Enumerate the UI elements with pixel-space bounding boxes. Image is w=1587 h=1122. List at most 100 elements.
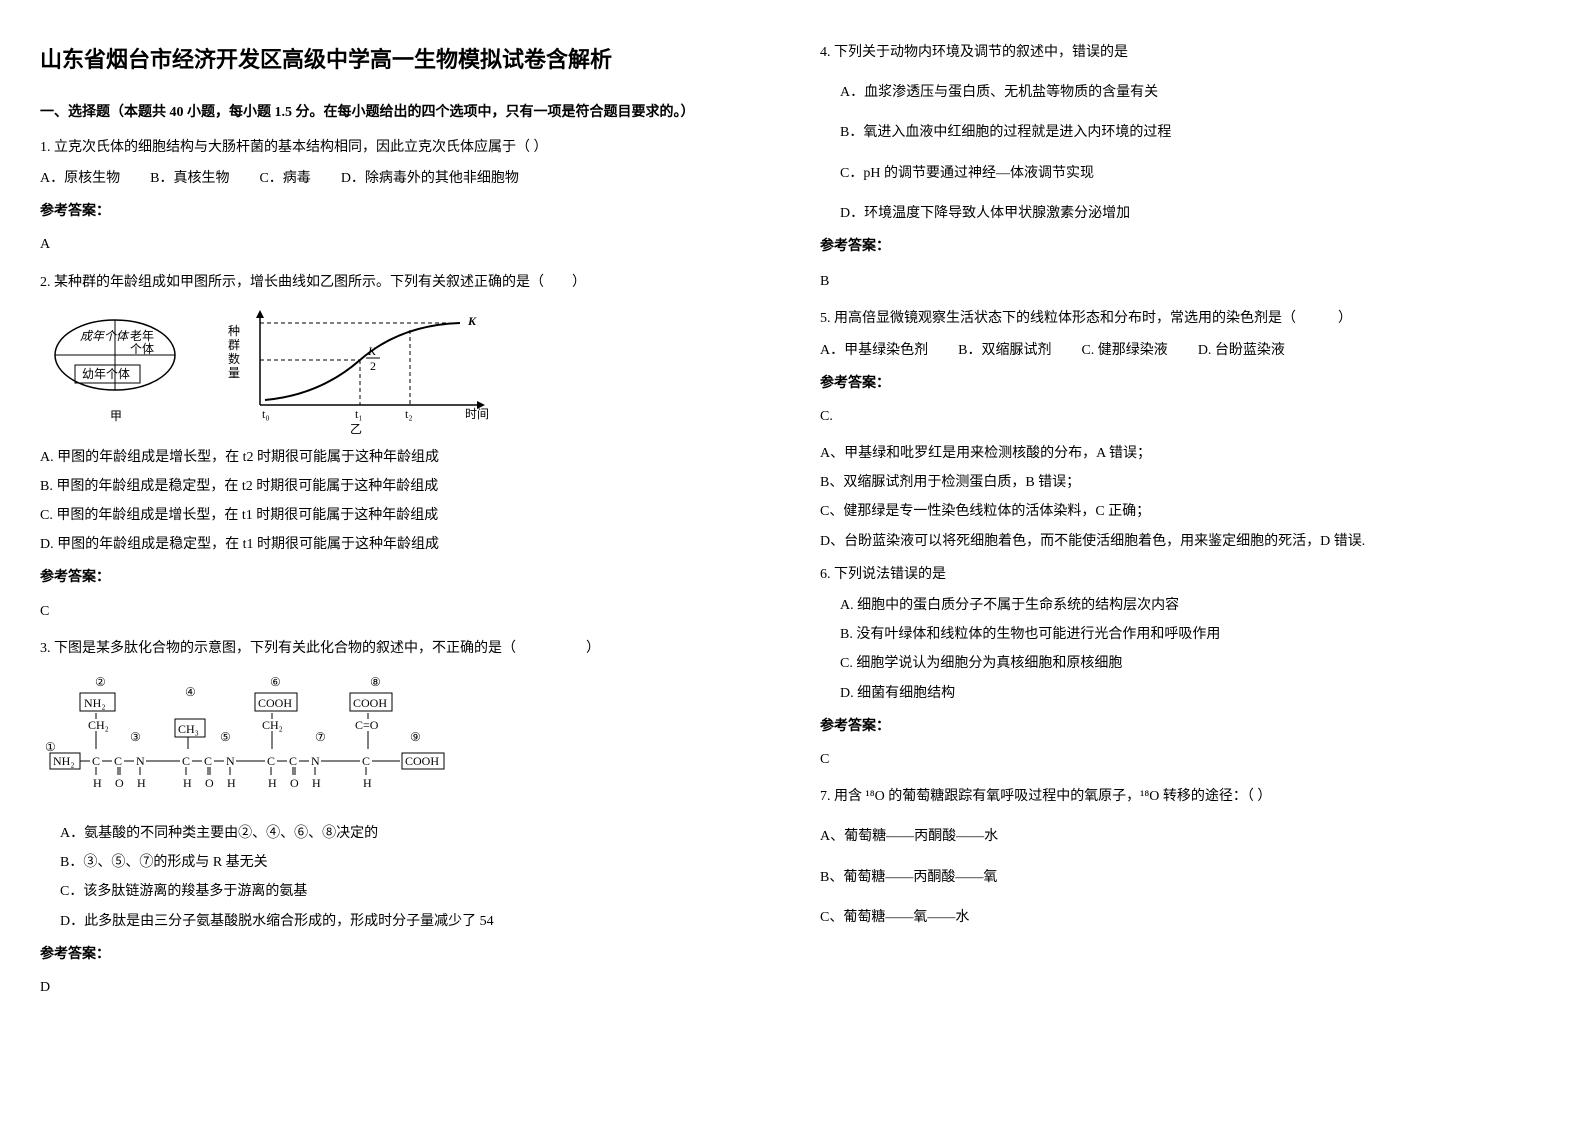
q4-text: 4. 下列关于动物内环境及调节的叙述中，错误的是	[820, 40, 1540, 65]
yi-yaxis2: 群	[228, 338, 240, 352]
q5-expB: B、双缩脲试剂用于检测蛋白质，B 错误；	[820, 470, 1540, 495]
question-2: 2. 某种群的年龄组成如甲图所示，增长曲线如乙图所示。下列有关叙述正确的是（ ）…	[40, 270, 760, 624]
q5-optB: B．双缩脲试剂	[958, 338, 1051, 363]
q3-optB: B．③、⑤、⑦的形成与 R 基无关	[40, 850, 760, 875]
q2-optB: B. 甲图的年龄组成是稳定型，在 t2 时期很可能属于这种年龄组成	[40, 474, 760, 499]
q7-optC: C、葡萄糖——氧——水	[820, 905, 1540, 930]
h5: H	[268, 776, 277, 790]
n7: ⑦	[315, 730, 326, 744]
q5-optA: A．甲基绿染色剂	[820, 338, 928, 363]
jia-young: 幼年个体	[82, 367, 130, 381]
q1-optC: C．病毒	[259, 166, 310, 191]
q2-text: 2. 某种群的年龄组成如甲图所示，增长曲线如乙图所示。下列有关叙述正确的是（ ）	[40, 270, 760, 295]
q3-optA: A．氨基酸的不同种类主要由②、④、⑥、⑧决定的	[40, 821, 760, 846]
section-header: 一、选择题（本题共 40 小题，每小题 1.5 分。在每小题给出的四个选项中，只…	[40, 100, 760, 125]
yi-yaxis3: 数	[228, 351, 240, 366]
o1System: O	[115, 776, 124, 790]
question-7: 7. 用含 ¹⁸O 的葡萄糖跟踪有氧呼吸过程中的氧原子，¹⁸O 转移的途径：（ …	[820, 784, 1540, 930]
q1-optB: B．真核生物	[150, 166, 229, 191]
nh2-2: NH₂	[53, 754, 75, 768]
q3-diagram: ② ④ ⑥ ⑧ ① ③ ⑤ ⑦ ⑨ NH₂ CH₂ CH₃	[40, 671, 760, 811]
n4: ④	[185, 685, 196, 699]
yi-t0: t₀	[262, 407, 270, 421]
q5-expA: A、甲基绿和吡罗红是用来检测核酸的分布，A 错误；	[820, 441, 1540, 466]
question-3: 3. 下图是某多肽化合物的示意图，下列有关此化合物的叙述中，不正确的是（ ） ②…	[40, 636, 760, 1000]
q3-optD: D．此多肽是由三分子氨基酸脱水缩合形成的，形成时分子量减少了 54	[40, 909, 760, 934]
diagram-yi: 种 群 数 量 K K 2 t₀ t₁ t₂ 时间 乙	[220, 305, 500, 435]
n-1: N	[136, 754, 145, 768]
q1-answer: A	[40, 232, 760, 257]
yi-yaxis4: 量	[228, 366, 240, 380]
q1-options: A．原核生物 B．真核生物 C．病毒 D．除病毒外的其他非细胞物	[40, 166, 760, 191]
yi-k2b: 2	[370, 359, 376, 373]
q5-options: A．甲基绿染色剂 B．双缩脲试剂 C. 健那绿染液 D. 台盼蓝染液	[820, 338, 1540, 363]
q1-text: 1. 立克次氏体的细胞结构与大肠杆菌的基本结构相同，因此立克次氏体应属于（ ）	[40, 135, 760, 160]
page-title: 山东省烟台市经济开发区高级中学高一生物模拟试卷含解析	[40, 40, 760, 80]
n9: ⑨	[410, 730, 421, 744]
q1-optD: D．除病毒外的其他非细胞物	[341, 166, 519, 191]
n-2: N	[226, 754, 235, 768]
q6-answer: C	[820, 747, 1540, 772]
q2-optC: C. 甲图的年龄组成是增长型，在 t1 时期很可能属于这种年龄组成	[40, 503, 760, 528]
q4-optA: A．血浆渗透压与蛋白质、无机盐等物质的含量有关	[820, 80, 1540, 105]
q6-optC: C. 细胞学说认为细胞分为真核细胞和原核细胞	[820, 651, 1540, 676]
n1: ①	[45, 740, 56, 754]
q4-optB: B．氧进入血液中红细胞的过程就是进入内环境的过程	[820, 120, 1540, 145]
q6-answer-label: 参考答案：	[820, 714, 1540, 739]
h2: H	[137, 776, 146, 790]
q2-diagram: 成年个体 老年 个体 幼年个体 甲 种	[40, 305, 760, 435]
n3: ③	[130, 730, 141, 744]
cooh-2: COOH	[353, 696, 387, 710]
q2-optD: D. 甲图的年龄组成是稳定型，在 t1 时期很可能属于这种年龄组成	[40, 532, 760, 557]
q5-answer: C.	[820, 404, 1540, 429]
jia-old2: 个体	[130, 342, 154, 356]
q6-optD: D. 细菌有细胞结构	[820, 681, 1540, 706]
question-4: 4. 下列关于动物内环境及调节的叙述中，错误的是 A．血浆渗透压与蛋白质、无机盐…	[820, 40, 1540, 294]
nh2-1: NH₂	[84, 696, 106, 710]
ch2-1: CH₂	[88, 718, 109, 732]
yi-label: 乙	[350, 422, 362, 435]
q2-optA: A. 甲图的年龄组成是增长型，在 t2 时期很可能属于这种年龄组成	[40, 445, 760, 470]
right-column: 4. 下列关于动物内环境及调节的叙述中，错误的是 A．血浆渗透压与蛋白质、无机盐…	[820, 40, 1540, 1012]
h6: H	[312, 776, 321, 790]
q4-answer-label: 参考答案：	[820, 234, 1540, 259]
q6-optB: B. 没有叶绿体和线粒体的生物也可能进行光合作用和呼吸作用	[820, 622, 1540, 647]
ch2-3: CH₂	[262, 718, 283, 732]
n8: ⑧	[370, 675, 381, 689]
q4-optC: C．pH 的调节要通过神经—体液调节实现	[820, 161, 1540, 186]
c7: C	[362, 754, 370, 768]
q6-optA: A. 细胞中的蛋白质分子不属于生命系统的结构层次内容	[820, 593, 1540, 618]
yi-k: K	[467, 314, 477, 328]
n2: ②	[95, 675, 106, 689]
yi-yaxis1: 种	[228, 324, 240, 338]
ch3: CH₃	[178, 722, 199, 736]
cooh-1: COOH	[258, 696, 292, 710]
diagram-jia: 成年个体 老年 个体 幼年个体 甲	[40, 305, 200, 435]
q7-text: 7. 用含 ¹⁸O 的葡萄糖跟踪有氧呼吸过程中的氧原子，¹⁸O 转移的途径：（ …	[820, 784, 1540, 809]
jia-adult: 成年个体	[80, 329, 130, 343]
n5: ⑤	[220, 730, 231, 744]
yi-t1: t₁	[355, 407, 363, 421]
q5-optD: D. 台盼蓝染液	[1198, 338, 1285, 363]
cooh-3: COOH	[405, 754, 439, 768]
q2-answer-label: 参考答案：	[40, 565, 760, 590]
q5-text: 5. 用高倍显微镜观察生活状态下的线粒体形态和分布时，常选用的染色剂是（ ）	[820, 306, 1540, 331]
c6: C	[289, 754, 297, 768]
question-6: 6. 下列说法错误的是 A. 细胞中的蛋白质分子不属于生命系统的结构层次内容 B…	[820, 562, 1540, 772]
h4: H	[227, 776, 236, 790]
yi-xaxis: 时间	[465, 407, 489, 421]
co: C=O	[355, 718, 379, 732]
yi-t2: t₂	[405, 407, 413, 421]
page-container: 山东省烟台市经济开发区高级中学高一生物模拟试卷含解析 一、选择题（本题共 40 …	[40, 40, 1547, 1012]
c5: C	[267, 754, 275, 768]
q3-optC: C．该多肽链游离的羧基多于游离的氨基	[40, 879, 760, 904]
h7: H	[363, 776, 372, 790]
c3: C	[182, 754, 190, 768]
left-column: 山东省烟台市经济开发区高级中学高一生物模拟试卷含解析 一、选择题（本题共 40 …	[40, 40, 760, 1012]
question-5: 5. 用高倍显微镜观察生活状态下的线粒体形态和分布时，常选用的染色剂是（ ） A…	[820, 306, 1540, 554]
o3: O	[290, 776, 299, 790]
c2: C	[114, 754, 122, 768]
q1-optA: A．原核生物	[40, 166, 120, 191]
jia-old1: 老年	[130, 329, 154, 343]
c1: C	[92, 754, 100, 768]
